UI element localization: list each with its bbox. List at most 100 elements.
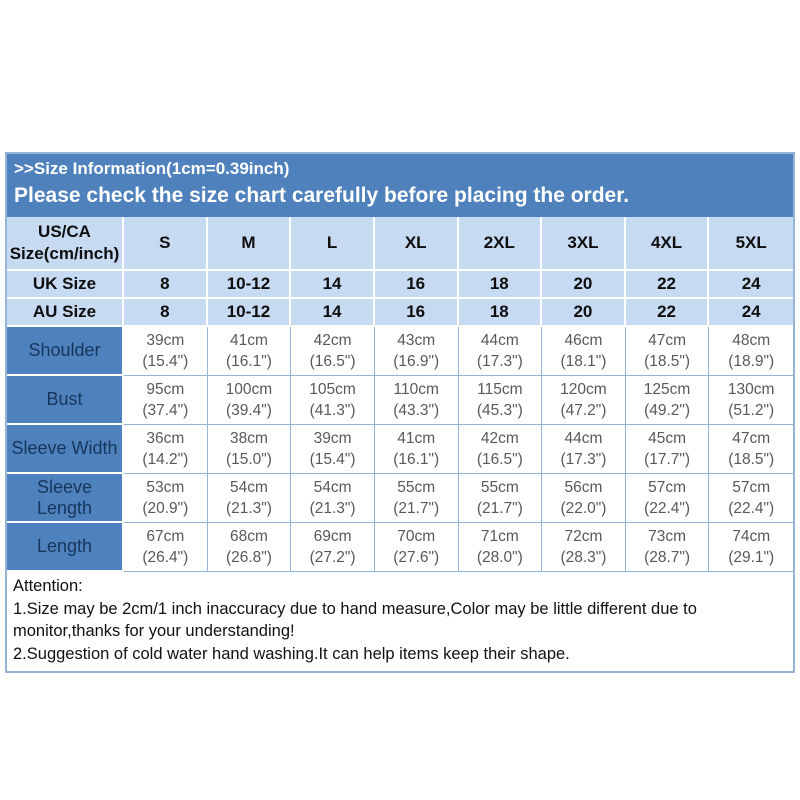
measure-cell: 71cm (28.0") [458, 523, 543, 572]
attention-heading: Attention: [13, 577, 83, 595]
measure-cell: 45cm (17.7") [625, 425, 710, 474]
measure-cm: 38cm [229, 430, 268, 447]
size-cell: 22 [625, 271, 710, 299]
size-cell: 22 [625, 299, 710, 327]
header-cell-size: S [124, 217, 208, 271]
measure-cell: 44cm (17.3") [458, 327, 543, 376]
measure-inch: (21.7") [476, 500, 523, 517]
size-cell: 18 [458, 299, 543, 327]
measure-inch: (27.2") [309, 549, 356, 566]
measure-cm: 55cm [480, 479, 519, 496]
measure-cell: 70cm (27.6") [374, 523, 459, 572]
size-cell: 24 [709, 271, 793, 299]
size-cell: 20 [542, 271, 626, 299]
measure-cm: 57cm [648, 479, 687, 496]
header-cell-size: 5XL [709, 217, 793, 271]
measure-inch: (21.3") [309, 500, 356, 517]
measure-inch: (18.9") [728, 353, 775, 370]
measure-cm: 100cm [225, 381, 273, 398]
measure-label: Bust [7, 376, 124, 425]
measure-row: Bust 95cm (37.4") 100cm (39.4") 105cm (41.3") 1… [7, 376, 793, 425]
measure-inch: (43.3") [393, 402, 440, 419]
measure-cell: 110cm (43.3") [374, 376, 459, 425]
measure-cm: 43cm [397, 332, 436, 349]
measure-cm: 69cm [313, 528, 352, 545]
measure-cell: 68cm (26.8") [207, 523, 292, 572]
measure-cm: 39cm [146, 332, 185, 349]
measure-inch: (15.4") [142, 353, 189, 370]
measure-cm: 47cm [648, 332, 687, 349]
size-cell: 16 [374, 271, 459, 299]
measure-cm: 45cm [648, 430, 687, 447]
measure-inch: (45.3") [476, 402, 523, 419]
measure-inch: (15.4") [309, 451, 356, 468]
measure-cell: 53cm (20.9") [124, 474, 208, 523]
measure-cm: 48cm [732, 332, 771, 349]
size-row: UK Size 8 10-12 14 16 18 20 22 24 [7, 271, 793, 299]
measure-cm: 57cm [732, 479, 771, 496]
measure-cm: 73cm [648, 528, 687, 545]
measure-cell: 48cm (18.9") [709, 327, 793, 376]
size-row-label: UK Size [7, 271, 124, 299]
size-cell: 10-12 [207, 299, 292, 327]
size-cell: 16 [374, 299, 459, 327]
measure-inch: (17.3") [560, 451, 607, 468]
measure-cm: 74cm [732, 528, 771, 545]
measure-inch: (22.0") [560, 500, 607, 517]
size-info-title: >>Size Information(1cm=0.39inch) [14, 159, 290, 178]
measure-cm: 120cm [560, 381, 607, 398]
measure-cell: 36cm (14.2") [124, 425, 208, 474]
measure-cm: 44cm [564, 430, 603, 447]
measure-inch: (51.2") [728, 402, 775, 419]
measure-cm: 54cm [313, 479, 352, 496]
measure-inch: (28.0") [476, 549, 523, 566]
measure-cm: 72cm [564, 528, 603, 545]
measure-inch: (21.7") [393, 500, 440, 517]
measure-cell: 47cm (18.5") [625, 327, 710, 376]
measure-row: Length 67cm (26.4") 68cm (26.8") 69cm (27.2") 7… [7, 523, 793, 572]
measure-row: Shoulder 39cm (15.4") 41cm (16.1") 42cm (16.5"… [7, 327, 793, 376]
measure-inch: (28.3") [560, 549, 607, 566]
measure-inch: (41.3") [309, 402, 356, 419]
measure-cell: 74cm (29.1") [709, 523, 793, 572]
measure-cm: 105cm [309, 381, 356, 398]
measure-cell: 57cm (22.4") [625, 474, 710, 523]
measure-cell: 115cm (45.3") [458, 376, 543, 425]
header-cell-size: 2XL [458, 217, 543, 271]
measure-cell: 41cm (16.1") [207, 327, 292, 376]
measure-inch: (14.2") [142, 451, 189, 468]
size-cell: 10-12 [207, 271, 292, 299]
size-check-notice: Please check the size chart carefully be… [14, 184, 630, 207]
measure-cell: 125cm (49.2") [625, 376, 710, 425]
measure-inch: (17.7") [644, 451, 691, 468]
measure-label: Length [7, 523, 124, 572]
measure-inch: (39.4") [225, 402, 272, 419]
measure-cm: 54cm [229, 479, 268, 496]
measure-cell: 55cm (21.7") [458, 474, 543, 523]
measure-cm: 55cm [397, 479, 436, 496]
size-cell: 8 [124, 271, 208, 299]
measure-cm: 42cm [480, 430, 519, 447]
measure-cm: 42cm [313, 332, 352, 349]
measure-cm: 47cm [732, 430, 771, 447]
attention-item-2: 2.Suggestion of cold water hand washing.… [13, 644, 570, 663]
measure-cm: 46cm [564, 332, 603, 349]
measure-cell: 42cm (16.5") [291, 327, 375, 376]
measure-inch: (16.5") [476, 451, 523, 468]
measure-cell: 44cm (17.3") [542, 425, 626, 474]
header-cell-uscca: US/CA Size(cm/inch) [7, 217, 124, 271]
measure-inch: (22.4") [644, 500, 691, 517]
size-cell: 18 [458, 271, 543, 299]
measure-cell: 120cm (47.2") [542, 376, 626, 425]
measure-cell: 69cm (27.2") [291, 523, 375, 572]
attention-item-1: 1.Size may be 2cm/1 inch inaccuracy due … [13, 599, 697, 641]
header-cell-size: M [207, 217, 292, 271]
measure-cell: 73cm (28.7") [625, 523, 710, 572]
measure-cm: 56cm [564, 479, 603, 496]
measure-cell: 41cm (16.1") [374, 425, 459, 474]
measure-cell: 56cm (22.0") [542, 474, 626, 523]
size-cell: 14 [291, 271, 375, 299]
measure-cell: 39cm (15.4") [291, 425, 375, 474]
measure-inch: (28.7") [644, 549, 691, 566]
